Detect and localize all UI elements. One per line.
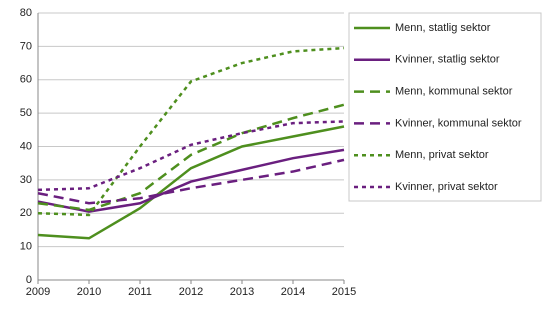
series-line xyxy=(37,46,345,217)
x-tick-label: 2010 xyxy=(77,286,101,298)
series-line xyxy=(37,158,345,205)
legend-label: Kvinner, statlig sektor xyxy=(395,54,500,66)
y-tick-label: 0 xyxy=(26,274,32,286)
x-tick-label: 2011 xyxy=(128,286,152,298)
legend-label: Menn, kommunal sektor xyxy=(395,86,513,98)
legend-box xyxy=(348,12,542,202)
legend-label: Menn, statlig sektor xyxy=(395,22,491,34)
y-tick-label: 80 xyxy=(20,7,32,19)
y-tick-label: 70 xyxy=(20,40,32,52)
x-tick-label: 2013 xyxy=(230,286,254,298)
y-tick-label: 10 xyxy=(20,241,32,253)
x-tick-label: 2009 xyxy=(26,286,50,298)
y-tick-label: 40 xyxy=(20,140,32,152)
series-line xyxy=(37,120,345,192)
legend-label: Kvinner, kommunal sektor xyxy=(395,117,522,129)
legend-label: Menn, privat sektor xyxy=(395,149,489,161)
y-tick-label: 60 xyxy=(20,74,32,86)
y-tick-label: 50 xyxy=(20,107,32,119)
series-line xyxy=(37,103,345,212)
y-tick-label: 30 xyxy=(20,174,32,186)
series-line xyxy=(37,125,345,240)
series-line xyxy=(37,148,345,213)
legend-label: Kvinner, privat sektor xyxy=(395,181,498,193)
x-tick-label: 2015 xyxy=(332,286,356,298)
x-tick-label: 2012 xyxy=(179,286,203,298)
y-tick-label: 20 xyxy=(20,207,32,219)
x-tick-label: 2014 xyxy=(281,286,305,298)
